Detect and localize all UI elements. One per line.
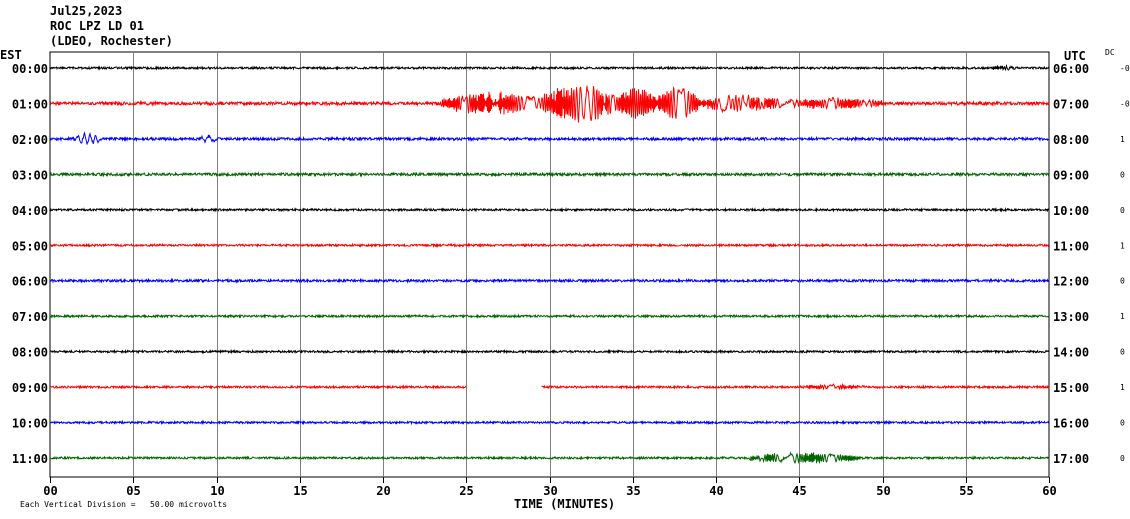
chart-title-network: (LDEO, Rochester) <box>50 34 173 48</box>
row-label-est: 10:00 <box>12 417 48 431</box>
x-tick-label: 55 <box>959 484 973 498</box>
row-label-utc: 13:00 <box>1053 310 1089 324</box>
traces <box>49 63 1050 465</box>
row-dc-value: 0 <box>1120 170 1125 179</box>
trace-09:00 <box>541 382 1050 391</box>
row-label-est: 03:00 <box>12 168 48 182</box>
row-dc-value: 0 <box>1120 454 1125 463</box>
row-label-utc: 14:00 <box>1053 346 1089 360</box>
row-dc-value: 1 <box>1120 241 1125 250</box>
x-tick-label: 15 <box>293 484 307 498</box>
footer-vertical-division-note: Each Vertical Division = 50.00 microvolt… <box>20 500 228 509</box>
row-label-utc: 06:00 <box>1053 62 1089 76</box>
chart-title-date: Jul25,2023 <box>50 4 123 18</box>
row-label-est: 04:00 <box>12 204 48 218</box>
x-tick-label: 10 <box>210 484 224 498</box>
row-dc-value: 0 <box>1120 348 1125 357</box>
row-dc-value: -0 <box>1120 64 1130 73</box>
x-tick-label: 50 <box>876 484 890 498</box>
trace-00:00 <box>49 63 1050 72</box>
right-timezone-label: UTC <box>1064 49 1086 63</box>
row-label-utc: 08:00 <box>1053 133 1089 147</box>
x-tick-label: 45 <box>792 484 806 498</box>
x-tick-label: 40 <box>709 484 723 498</box>
trace-02:00 <box>49 131 1050 145</box>
row-label-utc: 09:00 <box>1053 168 1089 182</box>
left-timezone-label: EST <box>0 48 22 62</box>
chart-title-station: ROC LPZ LD 01 <box>50 19 144 33</box>
x-tick-label: 05 <box>126 484 140 498</box>
row-dc-value: 0 <box>1120 277 1125 286</box>
row-label-est: 01:00 <box>12 97 48 111</box>
trace-03:00 <box>49 171 1050 178</box>
trace-06:00 <box>49 277 1050 284</box>
x-axis-label: TIME (MINUTES) <box>514 497 616 511</box>
plot-frame <box>49 51 1050 478</box>
row-label-utc: 07:00 <box>1053 97 1089 111</box>
row-dc-value: 1 <box>1120 383 1125 392</box>
row-label-est: 06:00 <box>12 275 48 289</box>
row-label-est: 02:00 <box>12 133 48 147</box>
row-dc-value: 1 <box>1120 135 1125 144</box>
row-label-est: 11:00 <box>12 452 48 466</box>
grid <box>49 51 1050 483</box>
trace-04:00 <box>49 206 1050 213</box>
x-tick-label: 00 <box>43 484 57 498</box>
trace-11:00 <box>49 451 1050 465</box>
row-label-utc: 10:00 <box>1053 204 1089 218</box>
row-dc-value: 1 <box>1120 312 1125 321</box>
row-label-utc: 11:00 <box>1053 239 1089 253</box>
dc-column-label: DC <box>1105 48 1115 57</box>
row-label-utc: 17:00 <box>1053 452 1089 466</box>
trace-05:00 <box>49 242 1050 249</box>
row-dc-value: 0 <box>1120 419 1125 428</box>
trace-01:00 <box>49 85 1050 123</box>
row-label-est: 08:00 <box>12 346 48 360</box>
x-tick-label: 35 <box>626 484 640 498</box>
x-tick-label: 60 <box>1042 484 1056 498</box>
row-label-est: 00:00 <box>12 62 48 76</box>
trace-07:00 <box>49 313 1050 319</box>
trace-09:00 <box>49 384 467 390</box>
row-label-est: 07:00 <box>12 310 48 324</box>
x-tick-label: 25 <box>459 484 473 498</box>
row-label-utc: 15:00 <box>1053 381 1089 395</box>
row-dc-value: -0 <box>1120 99 1130 108</box>
trace-10:00 <box>49 419 1050 426</box>
x-tick-label: 30 <box>543 484 557 498</box>
row-dc-value: 0 <box>1120 206 1125 215</box>
row-label-utc: 12:00 <box>1053 275 1089 289</box>
x-tick-label: 20 <box>376 484 390 498</box>
row-label-est: 05:00 <box>12 239 48 253</box>
row-label-utc: 16:00 <box>1053 417 1089 431</box>
trace-08:00 <box>49 348 1050 355</box>
row-label-est: 09:00 <box>12 381 48 395</box>
